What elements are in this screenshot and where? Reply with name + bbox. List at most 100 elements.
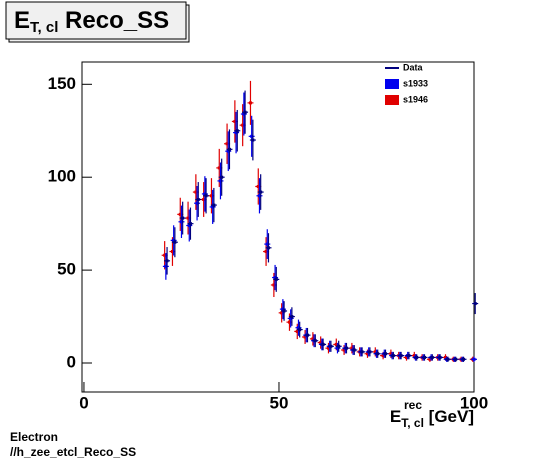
marker	[218, 179, 222, 183]
marker	[181, 216, 185, 220]
marker	[350, 346, 354, 350]
marker	[265, 242, 269, 246]
marker	[352, 348, 356, 352]
marker	[443, 355, 447, 359]
legend-label: Data	[403, 62, 424, 72]
marker	[179, 220, 183, 224]
marker	[412, 354, 416, 358]
marker	[337, 344, 341, 348]
marker	[164, 264, 168, 268]
marker	[259, 190, 263, 194]
y-tick-label: 50	[57, 260, 76, 279]
legend-label: s1933	[403, 78, 428, 88]
marker	[303, 335, 307, 339]
marker	[298, 328, 302, 332]
marker	[282, 309, 286, 313]
marker	[178, 212, 182, 216]
marker	[473, 302, 477, 306]
marker	[295, 329, 299, 333]
marker	[234, 131, 238, 135]
marker	[204, 194, 208, 198]
marker	[186, 216, 190, 220]
marker	[257, 194, 261, 198]
marker	[404, 355, 408, 359]
x-axis-label-sup: rec	[404, 398, 422, 412]
marker	[368, 350, 372, 354]
marker	[226, 149, 230, 153]
marker	[342, 348, 346, 352]
frame	[81, 61, 475, 393]
marker	[438, 355, 442, 359]
marker	[248, 101, 252, 105]
y-tick-label: 0	[67, 352, 76, 371]
marker	[212, 203, 216, 207]
x-tick-label: 100	[460, 393, 488, 412]
marker	[428, 357, 432, 361]
marker	[290, 315, 294, 319]
marker	[243, 110, 247, 114]
marker	[172, 238, 176, 242]
marker	[373, 350, 377, 354]
marker	[360, 350, 364, 354]
marker	[461, 357, 465, 361]
marker	[241, 123, 245, 127]
marker	[381, 354, 385, 358]
marker	[165, 259, 169, 263]
legend-swatch	[385, 95, 399, 105]
footer: Electron	[10, 430, 58, 444]
marker	[389, 352, 393, 356]
y-tick-label: 150	[48, 74, 76, 93]
marker	[220, 175, 224, 179]
marker	[430, 355, 434, 359]
x-tick-label: 0	[79, 393, 88, 412]
marker	[273, 276, 277, 280]
marker	[196, 198, 200, 201]
marker	[235, 129, 239, 133]
marker	[202, 198, 206, 201]
title-box	[5, 1, 187, 40]
marker	[217, 166, 221, 170]
marker	[272, 283, 276, 287]
footer: //h_zee_etcl_Reco_SS	[10, 445, 136, 459]
legend-label: s1946	[403, 94, 428, 104]
marker	[472, 357, 476, 361]
marker	[194, 190, 198, 194]
marker	[274, 277, 278, 281]
marker	[266, 246, 270, 250]
marker	[287, 320, 291, 324]
marker	[334, 342, 338, 346]
marker	[383, 352, 387, 356]
marker	[305, 333, 309, 337]
marker	[376, 352, 380, 356]
marker	[264, 250, 268, 254]
marker	[281, 307, 285, 311]
marker	[289, 316, 293, 320]
marker	[225, 142, 229, 146]
marker	[188, 222, 192, 226]
marker	[296, 326, 300, 330]
marker	[446, 357, 450, 361]
marker	[313, 339, 317, 343]
y-tick-label: 100	[48, 167, 76, 186]
marker	[422, 355, 426, 359]
marker	[335, 346, 339, 350]
marker	[344, 346, 348, 350]
marker	[173, 240, 177, 244]
marker	[203, 192, 207, 196]
marker	[321, 342, 325, 346]
marker	[250, 134, 254, 138]
marker	[365, 352, 369, 356]
marker	[329, 344, 333, 348]
marker	[227, 147, 231, 151]
chart-title: ET, cl Reco_SS	[14, 7, 169, 36]
marker	[415, 355, 419, 359]
x-axis-label: ET, cl [GeV]	[390, 407, 474, 430]
marker	[391, 354, 395, 358]
marker	[209, 194, 213, 198]
marker	[454, 357, 458, 361]
marker	[195, 201, 199, 205]
marker	[211, 205, 215, 209]
marker	[242, 112, 246, 116]
marker	[407, 354, 411, 358]
